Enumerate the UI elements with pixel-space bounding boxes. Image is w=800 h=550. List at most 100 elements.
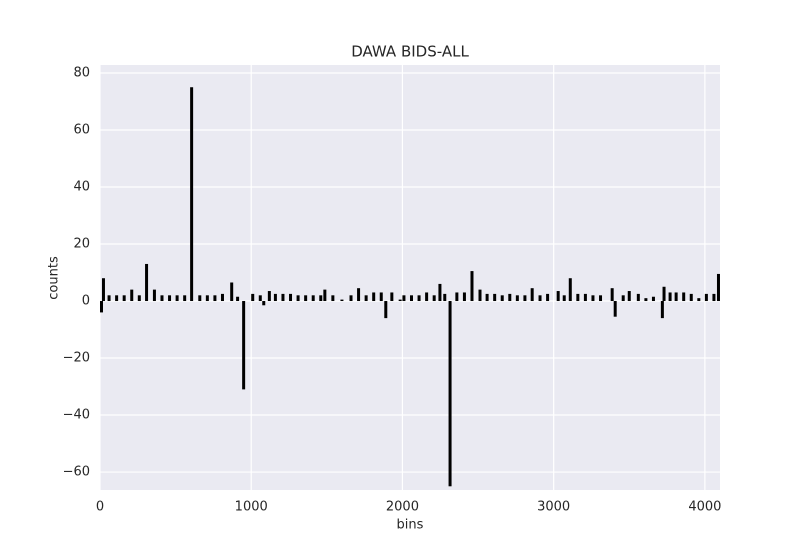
- bar: [145, 263, 149, 302]
- bar: [372, 292, 376, 302]
- bar: [462, 292, 466, 302]
- y-axis-label: counts: [47, 256, 62, 300]
- bar: [627, 291, 631, 302]
- x-tick-label: 3000: [537, 500, 570, 515]
- bar: [323, 289, 327, 302]
- bar: [402, 295, 406, 302]
- y-tick-label: −60: [63, 465, 90, 480]
- bar: [220, 293, 224, 302]
- bar: [410, 295, 413, 302]
- y-tick-label: 80: [73, 65, 90, 80]
- bar: [644, 298, 648, 302]
- bar: [390, 292, 394, 302]
- bar: [205, 295, 209, 302]
- bar: [668, 292, 672, 302]
- bar: [651, 296, 655, 302]
- y-tick-label: 60: [73, 122, 90, 137]
- y-tick-label: −40: [63, 408, 90, 423]
- bar: [398, 299, 402, 302]
- bar: [438, 283, 442, 302]
- x-tick-label: 1000: [235, 500, 268, 515]
- x-axis-label: bins: [397, 518, 424, 533]
- bar: [267, 291, 271, 302]
- bar: [599, 295, 603, 302]
- bar: [198, 295, 202, 302]
- bar: [349, 295, 353, 302]
- bar: [613, 301, 617, 317]
- bar: [576, 293, 580, 302]
- bar: [425, 292, 429, 302]
- bar: [130, 289, 134, 302]
- bar: [478, 289, 482, 302]
- bar: [379, 292, 383, 302]
- bar: [697, 298, 701, 302]
- bar: [296, 295, 300, 302]
- bar: [636, 293, 640, 302]
- bar: [493, 293, 497, 302]
- bar: [530, 288, 534, 302]
- bar: [319, 295, 323, 302]
- y-tick-label: 40: [73, 179, 90, 194]
- bar: [236, 296, 240, 302]
- bar: [273, 293, 277, 302]
- bar: [610, 288, 614, 302]
- bar: [704, 293, 708, 302]
- bar: [357, 288, 361, 302]
- bar: [122, 295, 126, 302]
- bar: [183, 295, 187, 302]
- y-tick-label: 20: [73, 237, 90, 252]
- bar: [568, 278, 572, 302]
- bar: [485, 293, 489, 302]
- bar: [674, 292, 678, 302]
- bar: [591, 295, 595, 302]
- bar: [523, 295, 527, 302]
- bar: [101, 278, 105, 302]
- bar: [331, 295, 335, 302]
- y-tick-label: 0: [82, 294, 90, 309]
- bar: [115, 295, 119, 302]
- bar: [384, 301, 388, 319]
- bar: [682, 292, 686, 302]
- bar: [364, 295, 368, 302]
- bar: [455, 292, 459, 302]
- bar: [107, 295, 111, 302]
- x-tick-label: 0: [96, 500, 104, 515]
- bar: [712, 293, 716, 302]
- x-tick-label: 4000: [688, 500, 721, 515]
- bar: [281, 293, 285, 302]
- bar: [213, 295, 217, 302]
- bar: [311, 295, 315, 302]
- plot-area: [100, 65, 720, 490]
- bar: [160, 295, 164, 302]
- bar: [417, 295, 421, 302]
- bar: [470, 271, 474, 302]
- bar: [515, 295, 519, 302]
- bar: [660, 301, 664, 319]
- bar: [152, 289, 156, 302]
- bar: [340, 299, 344, 302]
- bar: [556, 291, 560, 302]
- bar: [689, 293, 693, 302]
- bar: [100, 301, 103, 313]
- bar: [175, 295, 179, 302]
- bar: [538, 295, 542, 302]
- bar: [448, 301, 452, 487]
- bar: [621, 295, 625, 302]
- bar: [137, 295, 141, 302]
- bar: [242, 301, 246, 390]
- bar: [562, 295, 566, 302]
- bar: [546, 293, 550, 302]
- bar: [304, 295, 308, 302]
- x-tick-label: 2000: [386, 500, 419, 515]
- bar: [716, 273, 720, 302]
- y-tick-label: −20: [63, 351, 90, 366]
- bar: [262, 301, 266, 306]
- bar: [583, 293, 587, 302]
- bar: [662, 286, 666, 302]
- bar: [289, 293, 293, 302]
- bar: [168, 295, 172, 302]
- bar: [432, 295, 436, 302]
- chart-title: DAWA BIDS-ALL: [351, 43, 469, 61]
- bar: [190, 87, 194, 302]
